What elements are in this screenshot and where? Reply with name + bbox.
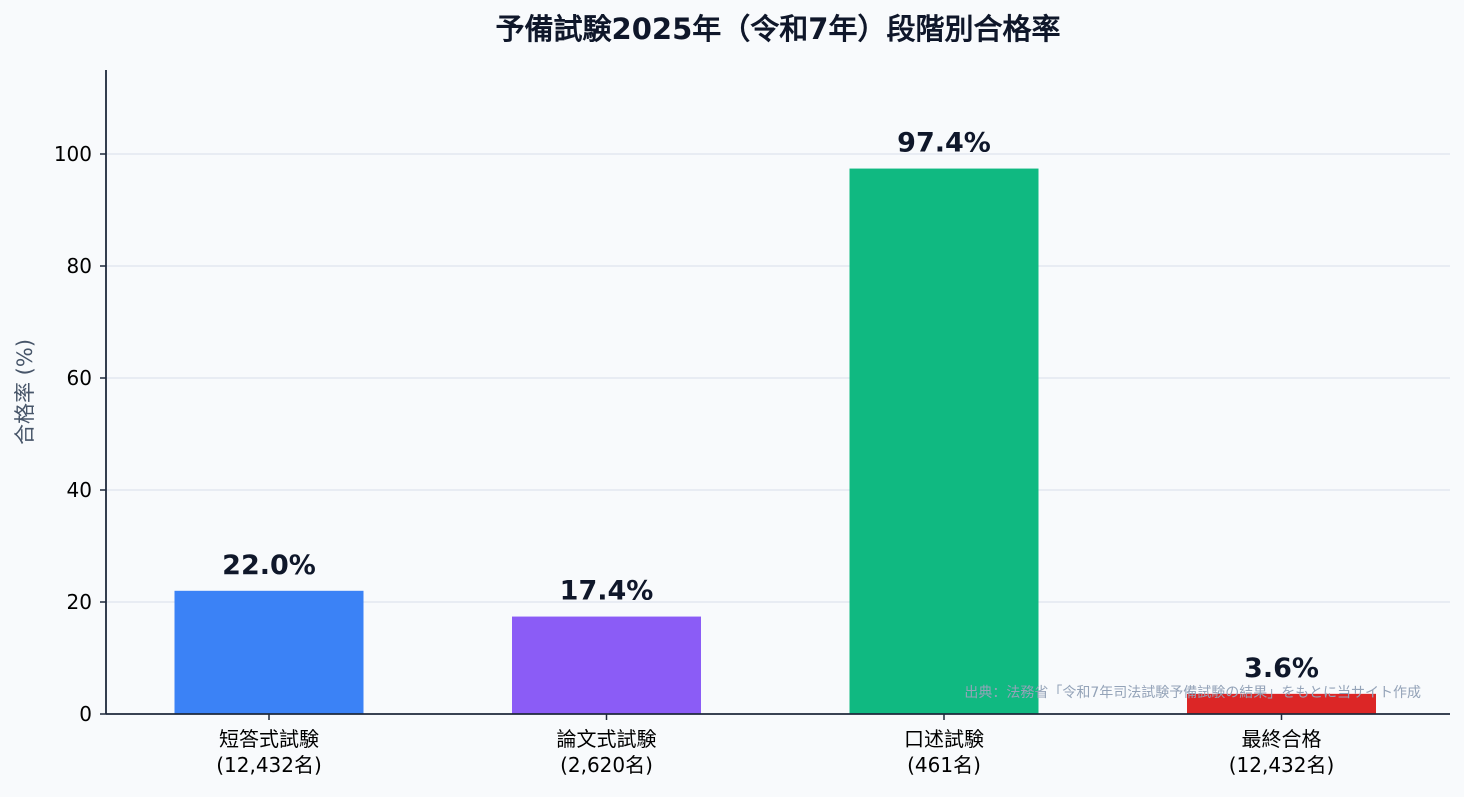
y-tick-label: 60 — [67, 366, 92, 390]
bar-value-label: 97.4% — [897, 128, 991, 159]
bar-value-label: 3.6% — [1244, 653, 1319, 684]
x-category-count: (2,620名) — [560, 753, 653, 777]
bar — [512, 616, 701, 714]
x-category-label: 口述試験 — [904, 727, 984, 751]
source-note: 出典：法務省「令和7年司法試験予備試験の結果」をもとに当サイト作成 — [964, 685, 1421, 701]
bar-value-label: 22.0% — [222, 550, 316, 581]
labels: 02040608010022.0%短答式試験(12,432名)17.4%論文式試… — [54, 128, 1334, 777]
y-tick-label: 0 — [79, 702, 92, 726]
x-category-count: (12,432名) — [1229, 753, 1335, 777]
x-category-label: 最終合格 — [1242, 727, 1322, 751]
y-tick-label: 20 — [67, 590, 92, 614]
y-axis-label: 合格率 (%) — [13, 339, 37, 445]
chart-title: 予備試験2025年（令和7年）段階別合格率 — [496, 12, 1061, 46]
bar-value-label: 17.4% — [560, 576, 654, 607]
y-tick-label: 40 — [67, 478, 92, 502]
bar — [174, 590, 364, 714]
bar — [849, 168, 1039, 714]
x-category-label: 短答式試験 — [219, 727, 319, 751]
bars — [174, 168, 1376, 714]
grid-lines — [106, 153, 1450, 603]
axes — [100, 70, 1450, 720]
bar — [1187, 693, 1376, 714]
x-category-label: 論文式試験 — [557, 727, 657, 751]
y-tick-label: 100 — [54, 142, 92, 166]
y-tick-label: 80 — [67, 254, 92, 278]
x-category-count: (12,432名) — [216, 753, 322, 777]
x-category-count: (461名) — [907, 753, 981, 777]
